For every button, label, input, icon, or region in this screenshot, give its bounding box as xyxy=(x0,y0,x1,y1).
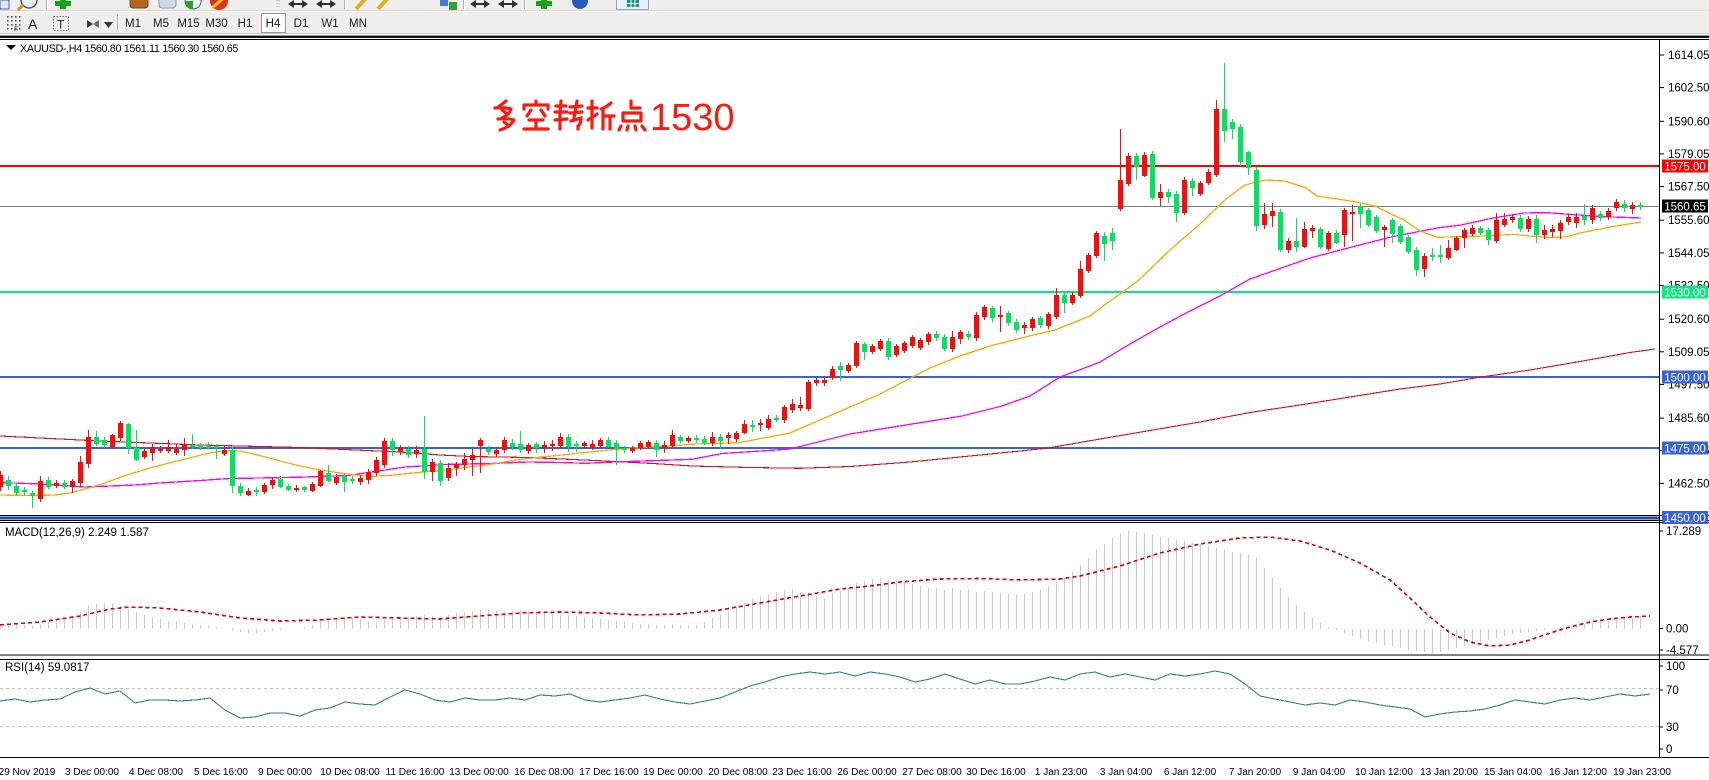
svg-text:1614.05: 1614.05 xyxy=(1668,50,1709,62)
svg-text:F: F xyxy=(14,27,18,34)
svg-text:70: 70 xyxy=(1666,685,1679,697)
svg-text:16 Jan 12:00: 16 Jan 12:00 xyxy=(1549,767,1607,778)
svg-text:1 Jan 23:00: 1 Jan 23:00 xyxy=(1035,767,1088,778)
svg-text:3 Jan 04:00: 3 Jan 04:00 xyxy=(1100,767,1153,778)
svg-text:1590.60: 1590.60 xyxy=(1668,116,1709,128)
svg-text:1509.05: 1509.05 xyxy=(1668,347,1709,359)
svg-text:MACD(12,26,9) 2.249 1.587: MACD(12,26,9) 2.249 1.587 xyxy=(5,527,149,539)
svg-text:1567.50: 1567.50 xyxy=(1668,182,1709,194)
svg-text:M15: M15 xyxy=(177,18,199,30)
svg-text:7 Jan 20:00: 7 Jan 20:00 xyxy=(1229,767,1282,778)
svg-text:1575.00: 1575.00 xyxy=(1664,162,1706,174)
svg-text:1485.60: 1485.60 xyxy=(1668,413,1709,425)
svg-text:M5: M5 xyxy=(153,18,169,30)
svg-text:1450.00: 1450.00 xyxy=(1664,513,1706,525)
svg-text:17.289: 17.289 xyxy=(1666,526,1701,538)
svg-text:MN: MN xyxy=(349,18,367,30)
svg-text:1520.60: 1520.60 xyxy=(1668,314,1709,326)
svg-text:13 Jan 20:00: 13 Jan 20:00 xyxy=(1420,767,1478,778)
svg-text:19 Jan 23:00: 19 Jan 23:00 xyxy=(1613,767,1671,778)
svg-text:23 Dec 16:00: 23 Dec 16:00 xyxy=(772,767,832,778)
svg-text:XAUUSD-,H4 1560.80 1561.11 15: XAUUSD-,H4 1560.80 1561.11 1560.30 1560.… xyxy=(20,43,238,55)
svg-text:A: A xyxy=(28,16,38,32)
svg-text:3 Dec 00:00: 3 Dec 00:00 xyxy=(65,767,119,778)
svg-text:100: 100 xyxy=(1666,661,1685,673)
svg-text:17 Dec 16:00: 17 Dec 16:00 xyxy=(579,767,639,778)
svg-text:W1: W1 xyxy=(321,18,338,30)
svg-text:1530.00: 1530.00 xyxy=(1664,288,1706,300)
svg-text:D1: D1 xyxy=(294,18,309,30)
svg-text:-4.577: -4.577 xyxy=(1666,645,1699,657)
svg-text:1555.60: 1555.60 xyxy=(1668,215,1709,227)
svg-text:11 Dec 16:00: 11 Dec 16:00 xyxy=(386,767,445,778)
svg-text:30: 30 xyxy=(1666,722,1679,734)
svg-text:9 Dec 00:00: 9 Dec 00:00 xyxy=(258,767,312,778)
svg-text:1530: 1530 xyxy=(650,97,735,139)
svg-text:M1: M1 xyxy=(125,18,141,30)
svg-text:10 Dec 08:00: 10 Dec 08:00 xyxy=(320,767,380,778)
svg-text:30 Dec 16:00: 30 Dec 16:00 xyxy=(966,767,1026,778)
svg-text:6 Jan 12:00: 6 Jan 12:00 xyxy=(1164,767,1217,778)
svg-text:M30: M30 xyxy=(205,18,227,30)
svg-text:29 Nov 2019: 29 Nov 2019 xyxy=(0,767,56,778)
svg-text:RSI(14) 59.0817: RSI(14) 59.0817 xyxy=(5,662,89,674)
svg-text:10 Jan 12:00: 10 Jan 12:00 xyxy=(1355,767,1413,778)
svg-text:H1: H1 xyxy=(238,18,253,30)
svg-text:4 Dec 08:00: 4 Dec 08:00 xyxy=(129,767,183,778)
svg-text:19 Dec 00:00: 19 Dec 00:00 xyxy=(643,767,703,778)
svg-text:0.00: 0.00 xyxy=(1666,624,1688,636)
svg-text:1560.65: 1560.65 xyxy=(1664,202,1706,214)
svg-text:1602.50: 1602.50 xyxy=(1668,83,1709,95)
svg-text:1579.05: 1579.05 xyxy=(1668,149,1709,161)
svg-text:1475.00: 1475.00 xyxy=(1664,444,1706,456)
svg-text:1500.00: 1500.00 xyxy=(1664,373,1706,385)
svg-text:16 Dec 08:00: 16 Dec 08:00 xyxy=(514,767,574,778)
svg-text:20 Dec 08:00: 20 Dec 08:00 xyxy=(708,767,768,778)
svg-text:15 Jan 04:00: 15 Jan 04:00 xyxy=(1484,767,1542,778)
svg-text:9 Jan 04:00: 9 Jan 04:00 xyxy=(1293,767,1346,778)
svg-text:0: 0 xyxy=(1666,744,1672,756)
svg-text:13 Dec 00:00: 13 Dec 00:00 xyxy=(449,767,509,778)
svg-text:26 Dec 00:00: 26 Dec 00:00 xyxy=(837,767,897,778)
svg-text:1544.05: 1544.05 xyxy=(1668,248,1709,260)
svg-text:T: T xyxy=(57,18,65,32)
svg-text:5 Dec 16:00: 5 Dec 16:00 xyxy=(194,767,248,778)
svg-text:27 Dec 08:00: 27 Dec 08:00 xyxy=(902,767,962,778)
svg-text:1462.50: 1462.50 xyxy=(1668,478,1709,490)
svg-text:H4: H4 xyxy=(266,18,281,30)
